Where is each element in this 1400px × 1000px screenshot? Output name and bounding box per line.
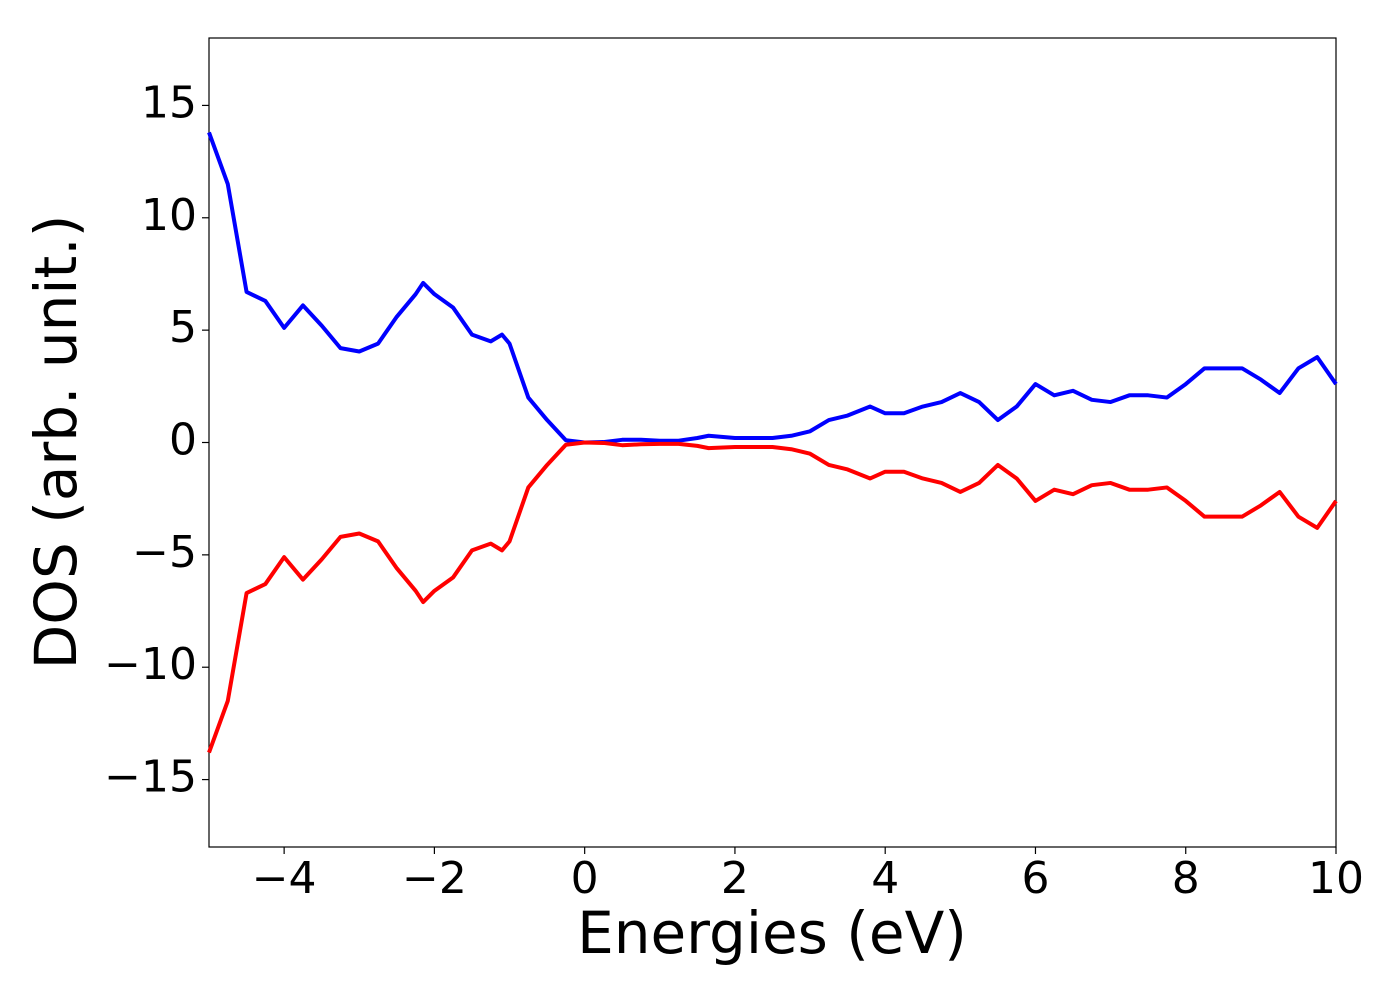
y-axis-label: DOS (arb. unit.) bbox=[22, 215, 90, 670]
y-tick-label: 15 bbox=[141, 77, 197, 128]
x-tick-label: 0 bbox=[571, 853, 599, 904]
y-tick-label: −15 bbox=[104, 752, 197, 803]
x-axis-label: Energies (eV) bbox=[577, 899, 967, 967]
x-tick-label: 8 bbox=[1172, 853, 1200, 904]
x-tick-label: 4 bbox=[871, 853, 899, 904]
x-tick-label: −2 bbox=[402, 853, 467, 904]
x-tick-label: 2 bbox=[721, 853, 749, 904]
plot-frame bbox=[208, 37, 1337, 848]
y-tick-label: 5 bbox=[169, 302, 197, 353]
y-tick-label: −10 bbox=[104, 639, 197, 690]
y-tick-label: 0 bbox=[169, 415, 197, 466]
x-tick-label: −4 bbox=[252, 853, 317, 904]
y-tick-label: −5 bbox=[132, 527, 197, 578]
line-series bbox=[207, 131, 1338, 445]
x-tick-label: 6 bbox=[1021, 853, 1049, 904]
line-series bbox=[207, 440, 1338, 754]
x-tick-label: 10 bbox=[1308, 853, 1364, 904]
y-tick-label: 10 bbox=[141, 190, 197, 241]
